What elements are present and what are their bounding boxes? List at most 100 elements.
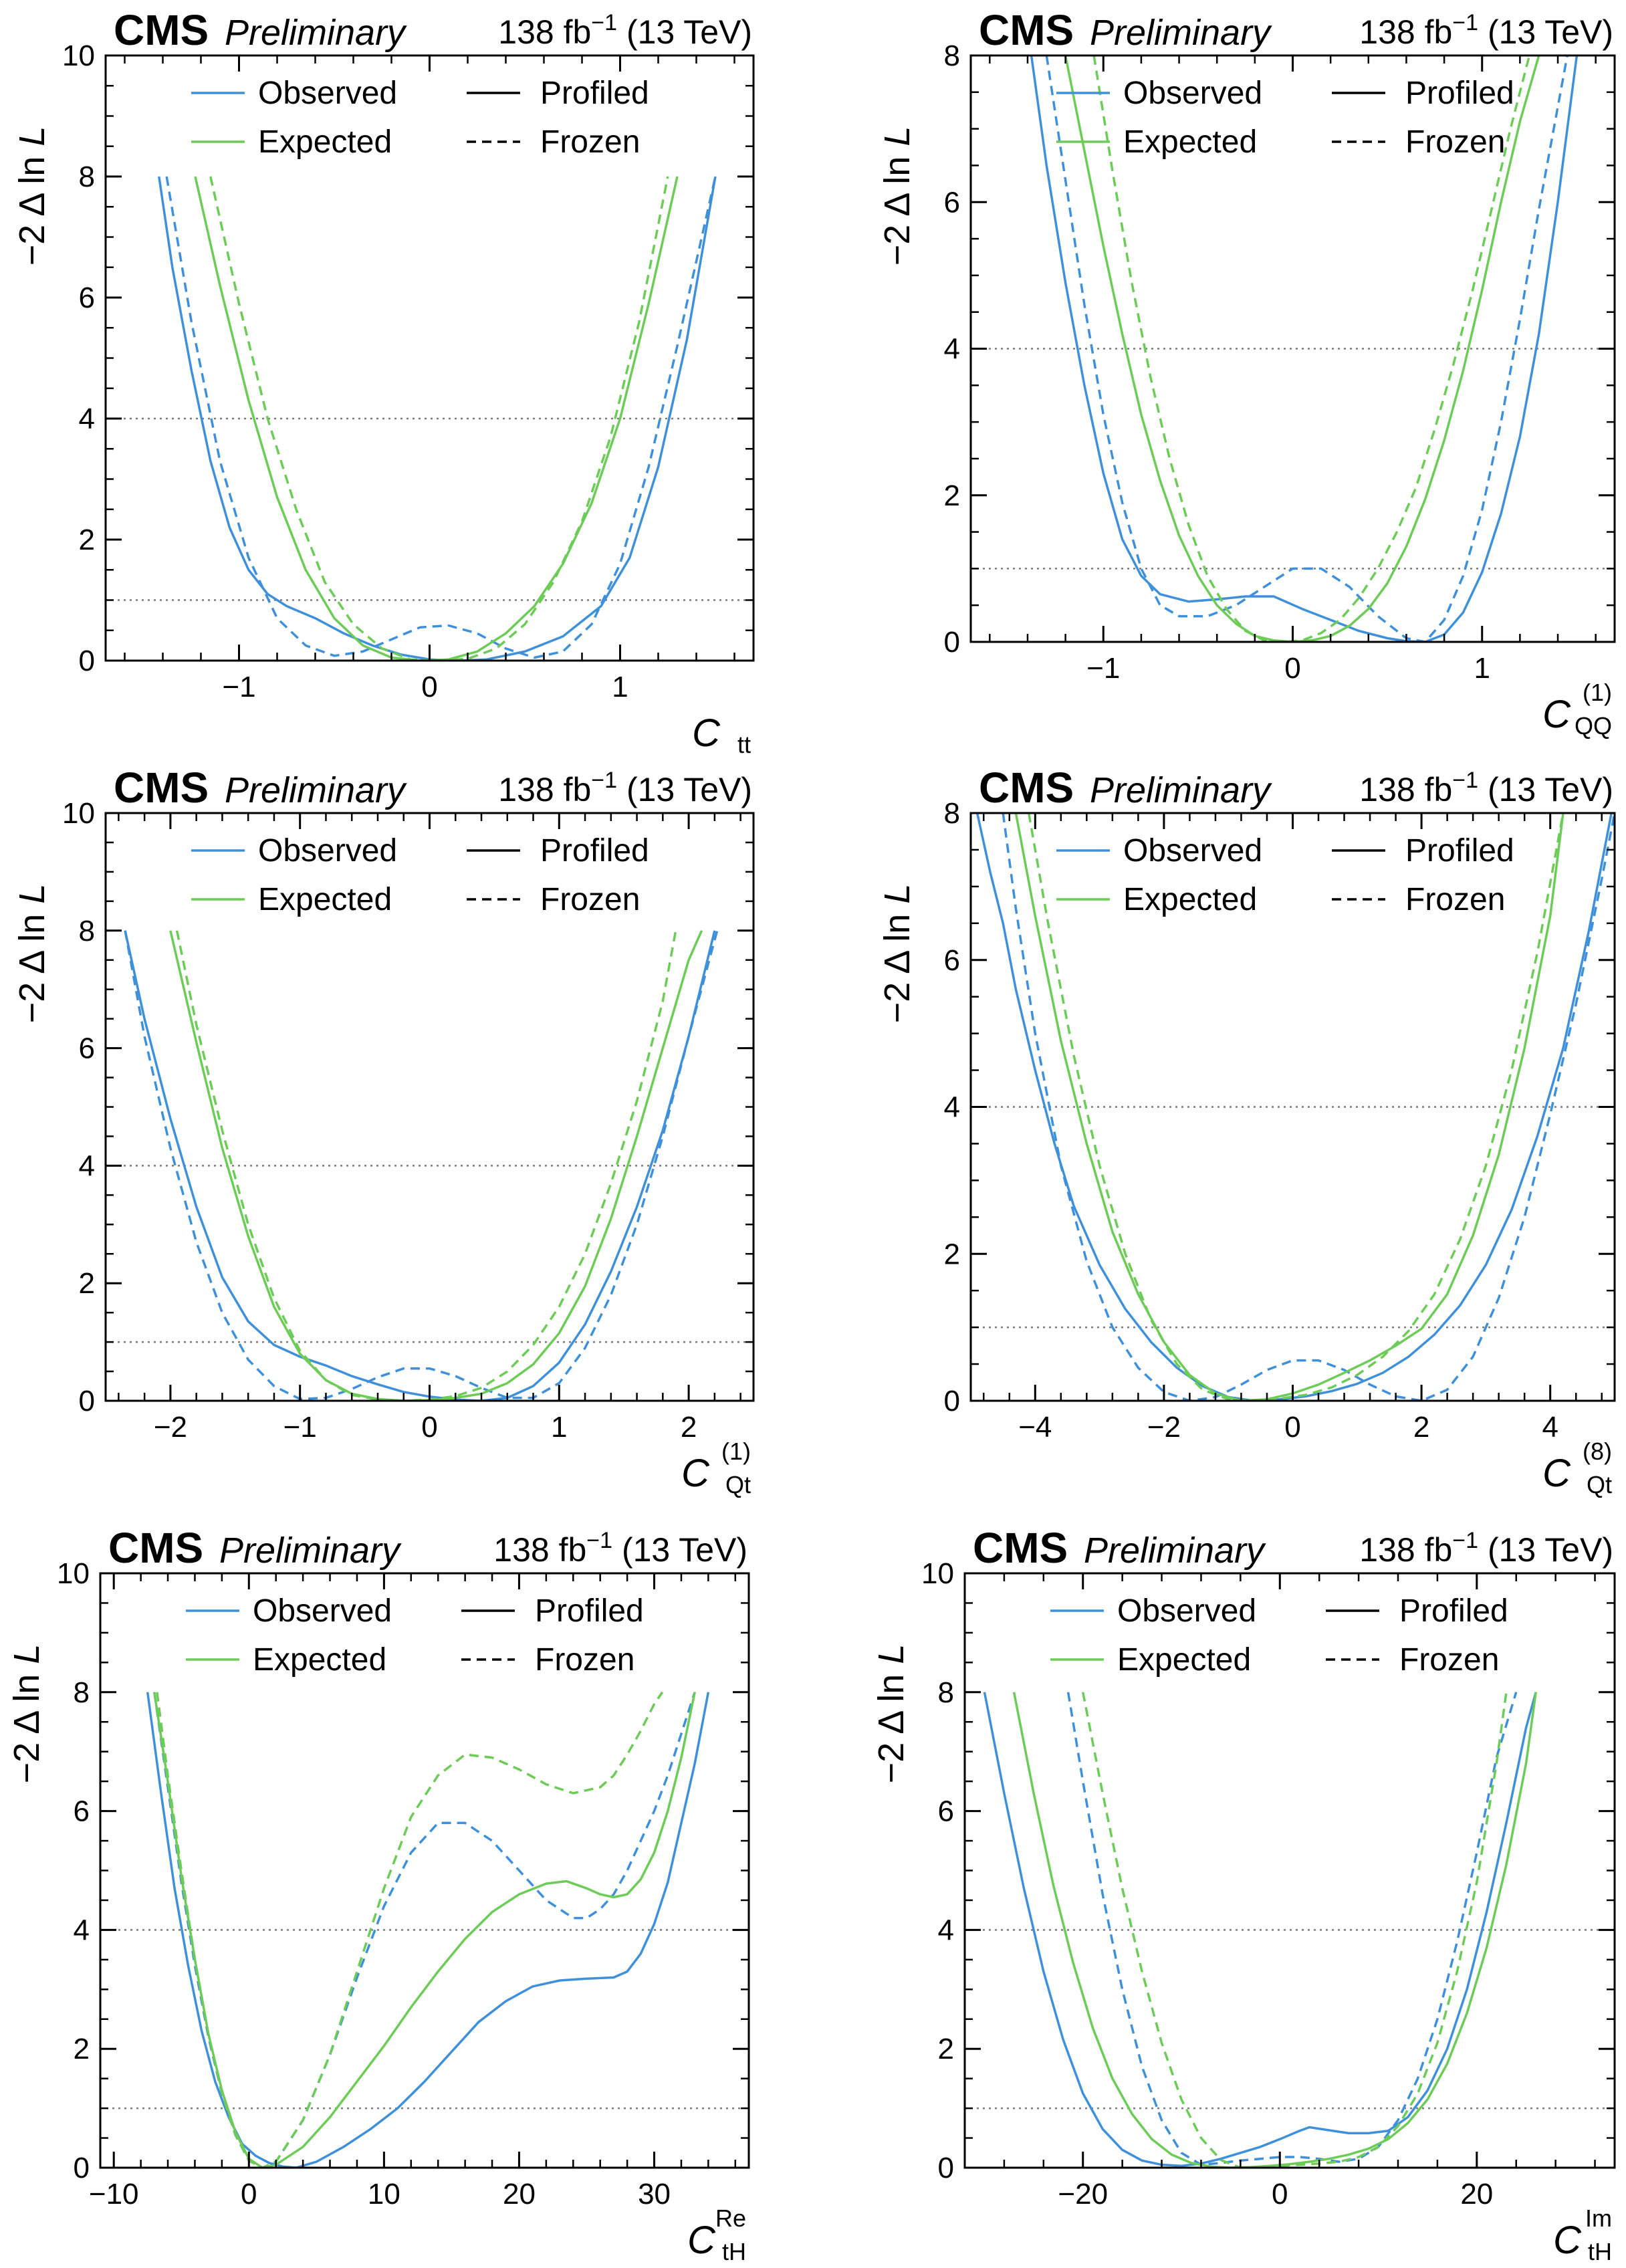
y-tick-label: 4 bbox=[944, 333, 960, 366]
x-tick-label: 1 bbox=[1474, 652, 1490, 685]
legend-expected-label: Expected bbox=[1123, 882, 1257, 917]
y-tick-label: 6 bbox=[74, 1795, 90, 1828]
x-tick-label: 20 bbox=[1460, 2178, 1493, 2210]
legend-observed-label: Observed bbox=[253, 1593, 392, 1629]
y-tick-label: 2 bbox=[79, 524, 95, 556]
legend-observed-label: Observed bbox=[1123, 76, 1262, 111]
x-axis-label: tt C bbox=[692, 711, 751, 758]
legend: Observed Expected Profiled Frozen bbox=[1056, 76, 1514, 160]
experiment-label: CMS bbox=[973, 1524, 1068, 1572]
legend-frozen-label: Frozen bbox=[540, 882, 640, 917]
x-axis-subscript: tH bbox=[1588, 2238, 1612, 2265]
legend: Observed Expected Profiled Frozen bbox=[1056, 833, 1514, 917]
plot-frame bbox=[104, 54, 755, 662]
y-tick-label: 2 bbox=[79, 1267, 95, 1300]
x-axis-superscript: (1) bbox=[721, 1438, 751, 1465]
y-axis-label: −2 Δ ln L bbox=[7, 1644, 47, 1784]
y-axis-label: −2 Δ ln L bbox=[12, 884, 52, 1024]
y-tick-label: 2 bbox=[74, 2033, 90, 2065]
status-label: Preliminary bbox=[219, 1530, 402, 1571]
x-tick-label: −1 bbox=[222, 671, 255, 703]
luminosity-label: 138 fb−1 (13 TeV) bbox=[498, 10, 752, 51]
y-tick-label: 6 bbox=[79, 281, 95, 314]
series-line-observed-frozen bbox=[153, 1692, 696, 2168]
status-label: Preliminary bbox=[225, 13, 407, 53]
x-tick-label: 0 bbox=[421, 1411, 437, 1444]
y-tick-label: 0 bbox=[944, 626, 960, 659]
legend-profiled-label: Profiled bbox=[1399, 1593, 1508, 1629]
legend-expected-label: Expected bbox=[1117, 1642, 1251, 1678]
series-line-observed-profiled bbox=[975, 813, 1613, 1401]
x-axis-label: Im tHC bbox=[1553, 2204, 1612, 2265]
series-line-expected-frozen bbox=[156, 1691, 664, 2168]
x-axis-symbol: C bbox=[1542, 1452, 1571, 1495]
x-tick-label: 1 bbox=[612, 671, 628, 703]
x-axis-symbol: C bbox=[692, 711, 721, 755]
legend-frozen-label: Frozen bbox=[1399, 1642, 1499, 1678]
legend-expected-label: Expected bbox=[258, 882, 392, 917]
y-tick-label: 0 bbox=[79, 1385, 95, 1418]
legend: Observed Expected Profiled Frozen bbox=[191, 76, 649, 160]
y-tick-label: 6 bbox=[938, 1795, 954, 1828]
x-tick-label: −20 bbox=[1058, 2178, 1108, 2210]
y-axis-label: −2 Δ ln L bbox=[877, 884, 917, 1024]
experiment-label: CMS bbox=[114, 6, 209, 54]
x-axis-superscript: Re bbox=[715, 2204, 746, 2232]
y-tick-label: 0 bbox=[79, 645, 95, 677]
series-line-observed-frozen bbox=[165, 176, 717, 659]
panel-6: −20 0 20 0 2 4 6 8 10 CMS Preliminary 138 fb−1 (13 … bbox=[871, 1524, 1616, 2265]
x-axis-subscript: QQ bbox=[1575, 712, 1612, 740]
panel-2: −1 0 1 0 2 4 6 8 CMS Preliminary 138 fb−1 (13 TeV)… bbox=[877, 6, 1616, 740]
x-axis-subscript: tH bbox=[722, 2238, 746, 2265]
x-axis-symbol: C bbox=[681, 1452, 710, 1495]
series-line-observed-profiled bbox=[1030, 55, 1579, 642]
legend-expected-label: Expected bbox=[1123, 124, 1257, 160]
experiment-label: CMS bbox=[979, 6, 1074, 54]
legend-observed-label: Observed bbox=[1123, 833, 1262, 869]
legend: Observed Expected Profiled Frozen bbox=[186, 1593, 644, 1678]
y-tick-label: 6 bbox=[944, 944, 960, 977]
series-line-expected-frozen bbox=[1092, 55, 1531, 642]
series-line-observed-profiled bbox=[983, 1692, 1537, 2168]
x-axis-superscript: (8) bbox=[1583, 1438, 1612, 1465]
y-tick-label: 6 bbox=[944, 186, 960, 219]
status-label: Preliminary bbox=[225, 770, 407, 810]
y-tick-label: 8 bbox=[944, 797, 960, 830]
x-tick-label: 4 bbox=[1542, 1411, 1558, 1444]
y-tick-label: 4 bbox=[944, 1091, 960, 1124]
y-tick-label: 0 bbox=[944, 1385, 960, 1418]
legend-profiled-label: Profiled bbox=[1405, 76, 1514, 111]
legend-frozen-label: Frozen bbox=[1405, 124, 1505, 160]
y-axis-label: −2 Δ ln L bbox=[877, 126, 917, 266]
series-line-expected-frozen bbox=[1081, 1692, 1508, 2168]
panel-4: −4 −2 0 2 4 0 2 4 6 8 CMS Preliminary 138 fb−1 (13 T… bbox=[877, 764, 1616, 1498]
y-tick-label: 10 bbox=[62, 39, 95, 72]
luminosity-label: 138 fb−1 (13 TeV) bbox=[1359, 768, 1613, 808]
legend-observed-label: Observed bbox=[258, 76, 397, 111]
x-axis-label: (8) Qt C bbox=[1542, 1438, 1612, 1498]
legend-profiled-label: Profiled bbox=[540, 833, 649, 869]
luminosity-label: 138 fb−1 (13 TeV) bbox=[498, 768, 752, 808]
y-tick-label: 4 bbox=[74, 1914, 90, 1946]
y-tick-label: 8 bbox=[74, 1676, 90, 1709]
luminosity-label: 138 fb−1 (13 TeV) bbox=[1359, 10, 1613, 51]
legend-frozen-label: Frozen bbox=[540, 124, 640, 160]
legend-frozen-label: Frozen bbox=[535, 1642, 634, 1678]
x-axis-symbol: C bbox=[1542, 693, 1571, 736]
status-label: Preliminary bbox=[1084, 1530, 1266, 1571]
x-axis-superscript: (1) bbox=[1583, 679, 1612, 706]
plot-frame bbox=[99, 1572, 750, 2169]
legend-profiled-label: Profiled bbox=[540, 76, 649, 111]
x-tick-label: 30 bbox=[638, 2178, 671, 2210]
y-tick-label: 10 bbox=[57, 1557, 90, 1590]
y-tick-label: 0 bbox=[74, 2152, 90, 2184]
legend-profiled-label: Profiled bbox=[1405, 833, 1514, 869]
x-axis-label: (1) Qt C bbox=[681, 1438, 751, 1498]
y-axis-label: −2 Δ ln L bbox=[12, 126, 52, 266]
experiment-label: CMS bbox=[114, 764, 209, 812]
y-tick-label: 8 bbox=[944, 39, 960, 72]
y-tick-label: 8 bbox=[79, 160, 95, 193]
y-tick-label: 6 bbox=[79, 1032, 95, 1065]
